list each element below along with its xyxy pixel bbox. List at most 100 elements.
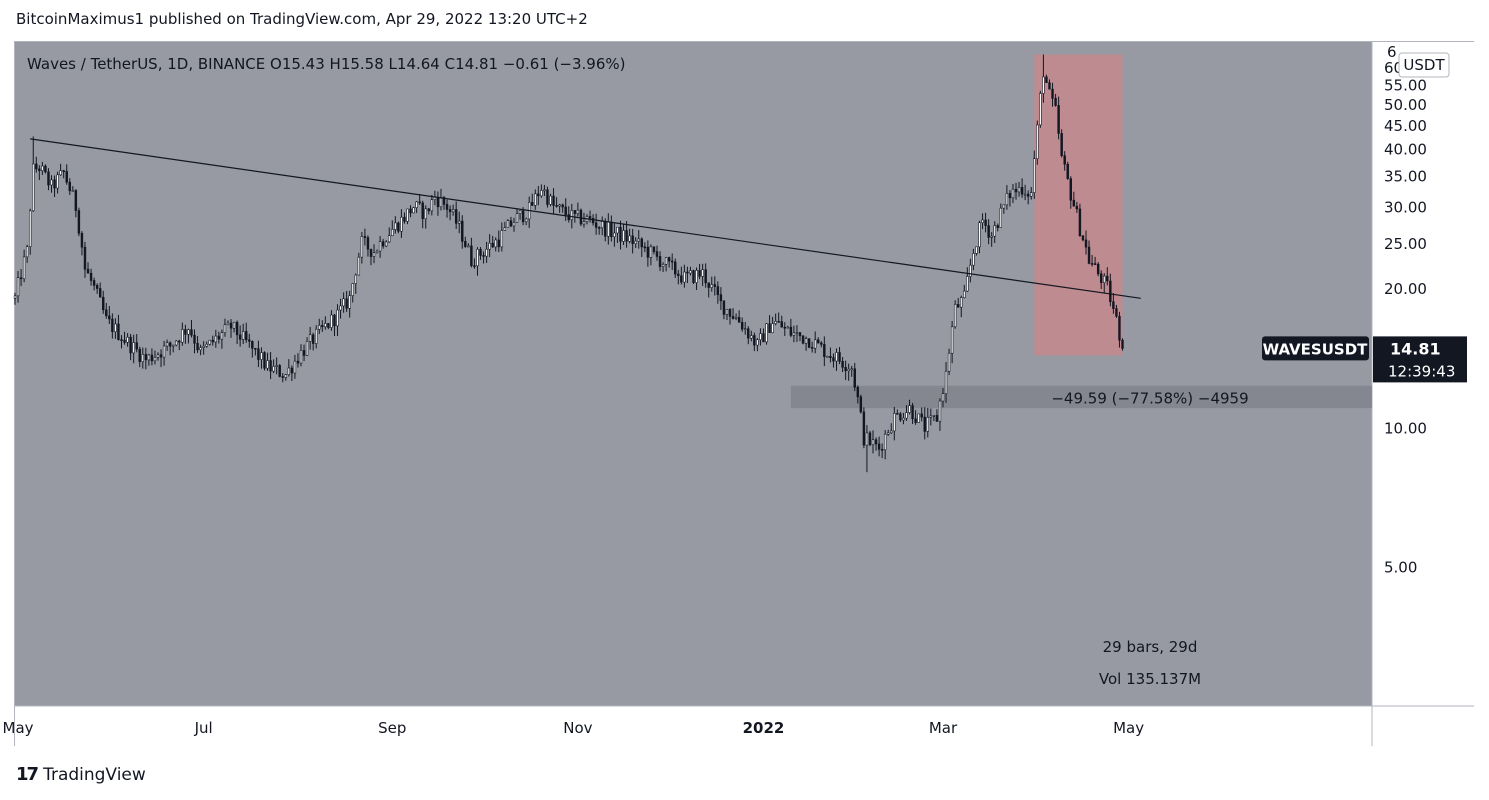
symbol-tag[interactable] <box>1262 336 1369 361</box>
candle-body <box>372 252 376 257</box>
candle <box>558 203 561 213</box>
candle <box>284 374 288 381</box>
candle-body <box>211 339 214 343</box>
candle-body <box>248 339 251 342</box>
candle <box>960 295 963 318</box>
candle-body <box>713 284 717 287</box>
candle-body <box>25 246 29 258</box>
candle-body <box>674 261 677 275</box>
candle-body <box>978 222 981 248</box>
candle <box>856 385 860 404</box>
candle <box>1109 273 1112 307</box>
candle-body <box>689 270 692 274</box>
candle-body <box>862 411 866 446</box>
candle-body <box>1005 193 1009 206</box>
candle-body <box>129 336 132 354</box>
candle <box>147 353 151 366</box>
candle <box>877 436 881 457</box>
candle <box>391 220 394 237</box>
candle-body <box>217 335 221 340</box>
candle-body <box>22 256 26 280</box>
candle <box>594 213 598 235</box>
price-tick-label: 50.00 <box>1384 96 1427 114</box>
tradingview-footer[interactable]: 17 TradingView <box>16 764 146 785</box>
candle-body <box>470 245 473 267</box>
symbol-legend[interactable]: Waves / TetherUS, 1D, BINANCE O15.43 H15… <box>27 55 626 73</box>
candle-body <box>108 315 111 320</box>
candle <box>476 247 479 276</box>
candle-body <box>1103 275 1106 283</box>
price-tick-label: 20.00 <box>1384 280 1427 298</box>
candle <box>305 337 309 356</box>
candle-body <box>339 305 342 311</box>
candle <box>111 313 114 339</box>
candle-body <box>695 270 698 283</box>
candle <box>220 329 224 349</box>
candle <box>619 220 622 250</box>
candle-body <box>1057 105 1060 134</box>
candle-body <box>956 304 960 308</box>
candle-body <box>546 189 549 205</box>
candle <box>397 221 400 234</box>
descending-trendline[interactable] <box>30 138 1141 299</box>
candle-body <box>62 170 65 173</box>
candle-body <box>114 323 117 333</box>
candle-body <box>464 241 467 247</box>
candle <box>756 338 759 352</box>
candle-body <box>482 255 485 257</box>
candle <box>403 212 406 224</box>
candle <box>345 290 348 312</box>
price-tick-label: 10.00 <box>1384 419 1427 437</box>
candle <box>366 235 370 257</box>
candle <box>494 237 497 252</box>
candle <box>744 321 747 335</box>
candle <box>98 282 102 298</box>
candle <box>622 224 625 246</box>
candle-body <box>105 309 108 317</box>
last-price-tag[interactable] <box>1373 336 1467 383</box>
candle-body <box>643 246 647 249</box>
price-scale-area[interactable] <box>1372 42 1474 746</box>
candle-body <box>1023 193 1027 196</box>
candle-body <box>488 242 491 250</box>
candle-body <box>795 332 799 334</box>
candle-body <box>874 439 878 445</box>
candle <box>141 347 145 369</box>
candle-body <box>810 347 814 349</box>
candle-body <box>138 348 141 363</box>
candle <box>759 328 762 346</box>
candle <box>880 443 884 459</box>
candle <box>217 331 221 344</box>
candle <box>488 234 491 258</box>
candle <box>695 267 698 290</box>
candle-body <box>351 283 354 296</box>
candle-body <box>646 246 650 258</box>
time-tick-label: Mar <box>929 719 958 737</box>
candle <box>792 325 796 343</box>
candle <box>324 316 327 330</box>
time-scale-area[interactable] <box>15 706 1372 746</box>
candle <box>369 248 373 266</box>
candle-body <box>153 356 157 362</box>
candle <box>342 292 345 313</box>
candle <box>38 165 41 181</box>
candle <box>905 405 908 421</box>
candle <box>229 319 233 338</box>
candle-body <box>47 171 50 186</box>
plot-area[interactable] <box>15 42 1372 706</box>
candle <box>552 188 555 214</box>
candle-body <box>86 268 90 274</box>
candle <box>65 164 68 185</box>
candle <box>384 240 388 248</box>
candle <box>172 344 175 353</box>
candle-body <box>388 235 391 243</box>
candle-body <box>521 210 525 223</box>
candle-body <box>993 225 996 237</box>
candle <box>753 332 756 352</box>
candle-body <box>1090 263 1094 265</box>
candle <box>144 347 148 370</box>
currency-badge[interactable] <box>1398 52 1450 78</box>
candle-body <box>905 412 908 419</box>
measure-range-box[interactable] <box>1034 54 1123 356</box>
